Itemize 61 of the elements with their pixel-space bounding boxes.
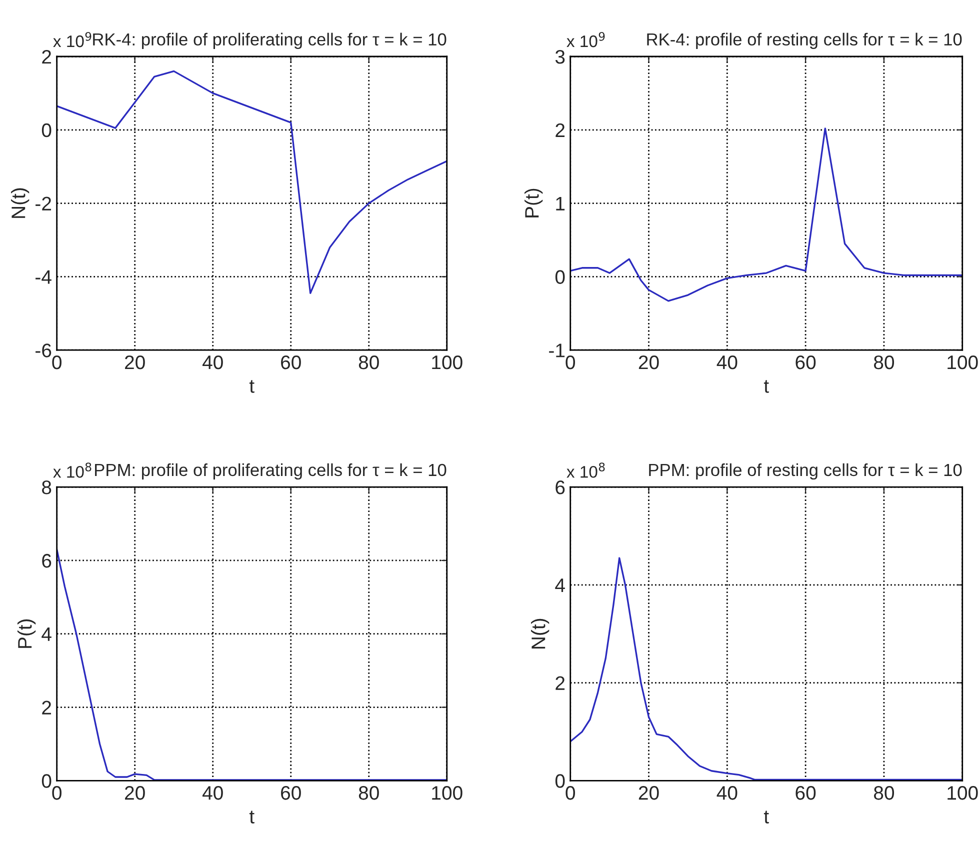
y-tick-label: 4 — [42, 628, 52, 641]
x-tick-label: 100 — [432, 355, 462, 370]
x-tick-label: 80 — [358, 355, 379, 370]
y-tick-label: 2 — [42, 700, 52, 714]
x-tick-label: 100 — [432, 786, 462, 800]
y-tick-label: -6 — [36, 344, 52, 358]
chart-title: RK-4: profile of resting cells for τ = k = 10 — [647, 32, 962, 49]
x-tick-label: 80 — [358, 786, 379, 800]
y-tick-label: 0 — [555, 270, 565, 284]
y-tick-label: 1 — [556, 196, 565, 210]
text: x 10$^{9}$ — [53, 32, 92, 48]
x-tick-label: 0 — [566, 355, 576, 370]
x-tick-label: 0 — [52, 355, 62, 370]
y-axis-title: P(t) — [17, 619, 36, 648]
x-tick-label: 100 — [948, 786, 978, 800]
y-tick-label: 0 — [42, 123, 52, 138]
x-tick-label: 0 — [52, 786, 62, 800]
x-axis-title: t — [764, 380, 769, 393]
x-axis-title: t — [249, 380, 254, 393]
line-series — [56, 70, 447, 294]
y-tick-label: 3 — [555, 50, 565, 64]
text: x 10$^{8}$ — [566, 462, 605, 478]
x-tick-label: 20 — [638, 786, 659, 800]
x-tick-label: 40 — [202, 786, 223, 800]
x-tick-label: 40 — [716, 355, 738, 370]
x-tick-label: 80 — [874, 786, 894, 800]
x-tick-label: 100 — [948, 355, 978, 370]
y-axis-title: P(t) — [524, 188, 543, 218]
x-tick-label: 60 — [281, 786, 301, 800]
x-tick-label: 20 — [125, 786, 145, 800]
y-tick-label: 8 — [42, 480, 52, 494]
y-tick-label: -1 — [549, 344, 565, 358]
y-tick-label: -2 — [36, 196, 52, 210]
chart-title: RK-4: profile of proliferating cells for τ = k = 10 — [93, 32, 446, 49]
chart-title: PPM: profile of proliferating cells for τ = k = 10 — [95, 463, 446, 480]
chart-title: PPM: profile of resting cells for τ = k = 10 — [649, 463, 962, 480]
x-tick-label: 20 — [125, 355, 145, 370]
y-tick-label: 6 — [556, 480, 565, 494]
y-axis-title: N(t) — [11, 188, 30, 218]
y-tick-label: 0 — [42, 774, 52, 788]
text: x 10$^{9}$ — [566, 32, 605, 48]
x-tick-label: 40 — [202, 355, 223, 370]
x-tick-label: 60 — [281, 355, 301, 370]
x-axis-title: t — [249, 810, 254, 824]
text: x 10$^{8}$ — [53, 462, 92, 478]
x-tick-label: 60 — [796, 786, 816, 800]
y-axis-title: N(t) — [531, 618, 550, 648]
x-tick-label: 40 — [716, 786, 738, 800]
y-tick-label: 6 — [42, 554, 52, 568]
x-tick-label: 20 — [638, 355, 659, 370]
y-tick-label: 4 — [555, 578, 565, 592]
line-series — [570, 128, 962, 302]
x-tick-label: 0 — [566, 786, 576, 800]
y-tick-label: 2 — [42, 50, 52, 64]
y-tick-label: 2 — [556, 123, 565, 137]
x-axis-title: t — [764, 810, 769, 824]
x-tick-label: 80 — [874, 355, 894, 370]
y-tick-label: -4 — [36, 270, 52, 284]
y-tick-label: 2 — [556, 676, 565, 690]
y-tick-label: 0 — [555, 774, 565, 788]
x-tick-label: 60 — [796, 355, 816, 370]
